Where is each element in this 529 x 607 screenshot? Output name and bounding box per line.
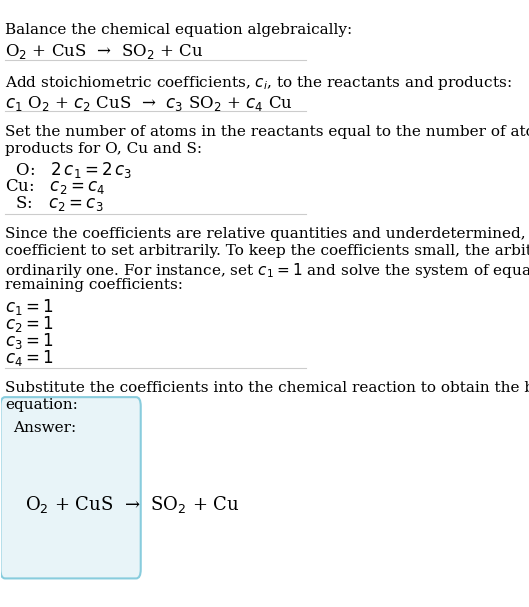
Text: Answer:: Answer:	[13, 421, 76, 435]
Text: O:   $2\,c_1 = 2\,c_3$: O: $2\,c_1 = 2\,c_3$	[5, 160, 132, 180]
Text: Since the coefficients are relative quantities and underdetermined, choose a: Since the coefficients are relative quan…	[5, 227, 529, 241]
Text: Set the number of atoms in the reactants equal to the number of atoms in the: Set the number of atoms in the reactants…	[5, 124, 529, 138]
Text: Add stoichiometric coefficients, $c_i$, to the reactants and products:: Add stoichiometric coefficients, $c_i$, …	[5, 74, 512, 92]
Text: products for O, Cu and S:: products for O, Cu and S:	[5, 141, 202, 155]
Text: $c_4 = 1$: $c_4 = 1$	[5, 348, 53, 368]
Text: Cu:   $c_2 = c_4$: Cu: $c_2 = c_4$	[5, 177, 105, 195]
Text: O$_2$ + CuS  →  SO$_2$ + Cu: O$_2$ + CuS → SO$_2$ + Cu	[5, 42, 204, 61]
Text: $c_1$ O$_2$ + $c_2$ CuS  →  $c_3$ SO$_2$ + $c_4$ Cu: $c_1$ O$_2$ + $c_2$ CuS → $c_3$ SO$_2$ +…	[5, 94, 293, 113]
Text: equation:: equation:	[5, 398, 78, 412]
Text: $c_1 = 1$: $c_1 = 1$	[5, 297, 53, 317]
Text: remaining coefficients:: remaining coefficients:	[5, 277, 183, 291]
Text: S:   $c_2 = c_3$: S: $c_2 = c_3$	[5, 194, 104, 212]
Text: Substitute the coefficients into the chemical reaction to obtain the balanced: Substitute the coefficients into the che…	[5, 381, 529, 395]
Text: O$_2$ + CuS  →  SO$_2$ + Cu: O$_2$ + CuS → SO$_2$ + Cu	[24, 494, 239, 515]
Text: Balance the chemical equation algebraically:: Balance the chemical equation algebraica…	[5, 22, 352, 36]
Text: $c_2 = 1$: $c_2 = 1$	[5, 314, 53, 334]
Text: coefficient to set arbitrarily. To keep the coefficients small, the arbitrary va: coefficient to set arbitrarily. To keep …	[5, 243, 529, 258]
Text: ordinarily one. For instance, set $c_1 = 1$ and solve the system of equations fo: ordinarily one. For instance, set $c_1 =…	[5, 260, 529, 280]
FancyBboxPatch shape	[1, 397, 141, 578]
Text: $c_3 = 1$: $c_3 = 1$	[5, 331, 53, 351]
